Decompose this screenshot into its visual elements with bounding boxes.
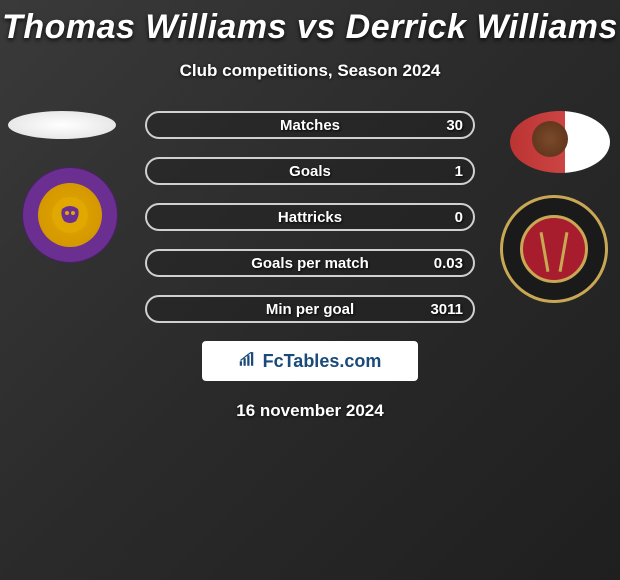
stat-row: Min per goal 3011 bbox=[145, 295, 475, 323]
stat-label: Goals bbox=[289, 163, 331, 180]
atlanta-united-badge bbox=[500, 195, 608, 303]
page-title: Thomas Williams vs Derrick Williams bbox=[0, 0, 620, 47]
page-subtitle: Club competitions, Season 2024 bbox=[0, 61, 620, 81]
stat-value-right: 0 bbox=[455, 209, 463, 226]
stat-value-right: 1 bbox=[455, 163, 463, 180]
stat-value-right: 0.03 bbox=[434, 255, 463, 272]
stat-row: Goals 1 bbox=[145, 157, 475, 185]
stat-value-right: 30 bbox=[446, 117, 463, 134]
stat-label: Goals per match bbox=[251, 255, 369, 272]
orlando-city-badge bbox=[22, 167, 118, 263]
stat-label: Min per goal bbox=[266, 301, 354, 318]
stat-row: Hattricks 0 bbox=[145, 203, 475, 231]
stat-row: Matches 30 bbox=[145, 111, 475, 139]
lion-icon bbox=[38, 183, 102, 247]
stat-row: Goals per match 0.03 bbox=[145, 249, 475, 277]
stat-label: Matches bbox=[280, 117, 340, 134]
player-left-avatar bbox=[8, 111, 116, 139]
atlanta-inner-icon bbox=[520, 215, 588, 283]
chart-icon bbox=[239, 352, 257, 371]
stats-area: Matches 30 Goals 1 Hattricks 0 Goals per match… bbox=[0, 111, 620, 323]
brand-box[interactable]: FcTables.com bbox=[202, 341, 418, 381]
footer-date: 16 november 2024 bbox=[0, 401, 620, 421]
stat-value-right: 3011 bbox=[430, 301, 463, 318]
stat-label: Hattricks bbox=[278, 209, 342, 226]
brand-text: FcTables.com bbox=[263, 351, 382, 372]
player-right-avatar bbox=[510, 111, 610, 173]
